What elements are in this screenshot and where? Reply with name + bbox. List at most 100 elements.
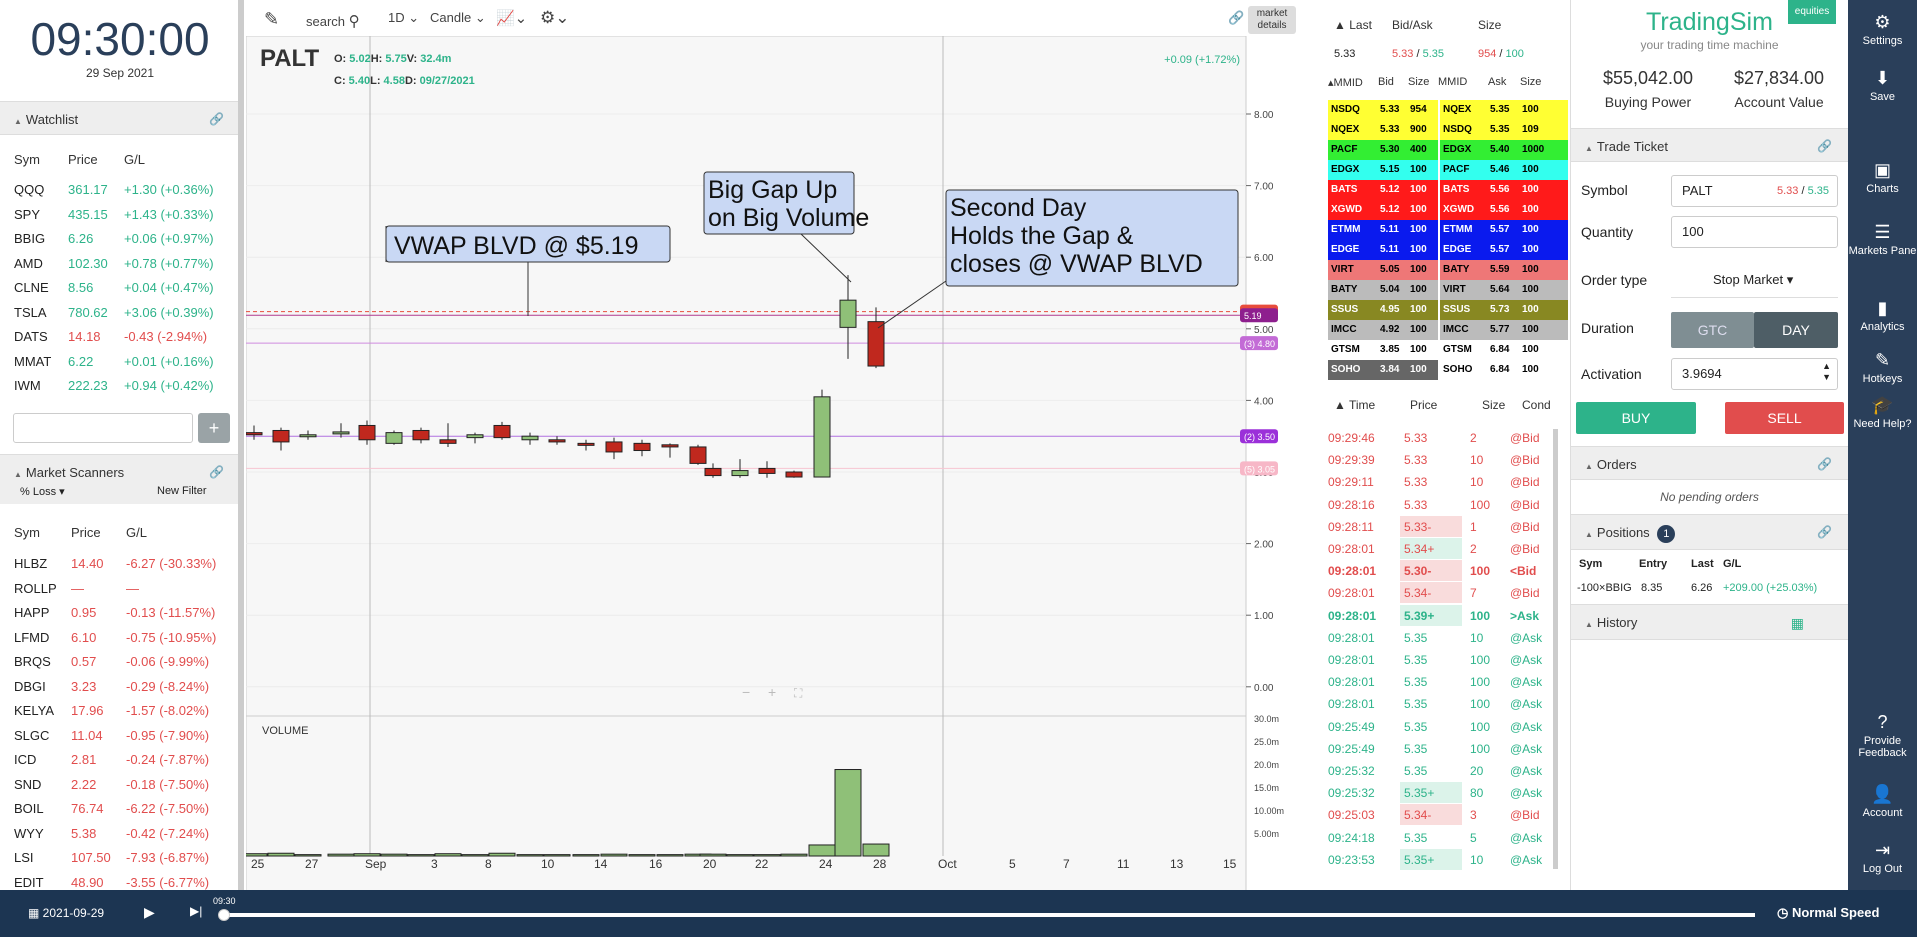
new-filter-button[interactable]: New Filter bbox=[157, 485, 207, 497]
level2-row[interactable]: ETMM 5.11 100 ETMM 5.57 100 bbox=[1328, 220, 1568, 240]
history-chart-icon[interactable]: ▦ bbox=[1790, 615, 1804, 631]
link-icon[interactable]: 🔗 bbox=[1817, 457, 1832, 471]
play-icon[interactable]: ▶ bbox=[144, 904, 155, 920]
step-forward-icon[interactable]: ▶| bbox=[190, 904, 203, 918]
bid-mmid: XGWD bbox=[1331, 204, 1363, 215]
level2-row[interactable]: EDGX 5.15 100 PACF 5.46 100 bbox=[1328, 160, 1568, 180]
nav-graduation[interactable]: 🎓 Need Help? bbox=[1848, 395, 1917, 430]
indicators-icon[interactable]: 📈⌄ bbox=[496, 10, 528, 27]
level2-row[interactable]: IMCC 4.92 100 IMCC 5.77 100 bbox=[1328, 320, 1568, 340]
chart-type-dropdown[interactable]: Candle ⌄ bbox=[430, 10, 486, 25]
orders-header[interactable]: ▲ Orders 🔗 bbox=[1571, 446, 1848, 480]
link-icon[interactable]: 🔗 bbox=[209, 465, 224, 479]
link-icon[interactable]: 🔗 bbox=[209, 112, 224, 126]
nav-bar-chart[interactable]: ▮ Analytics bbox=[1848, 298, 1917, 333]
level2-row[interactable]: EDGE 5.11 100 EDGE 5.57 100 bbox=[1328, 240, 1568, 260]
nav-user[interactable]: 👤 Account bbox=[1848, 784, 1917, 819]
order-type-dropdown[interactable]: Stop Market ▾ bbox=[1713, 272, 1794, 287]
positions-header[interactable]: ▲ Positions 1 🔗 bbox=[1571, 514, 1848, 550]
scanner-row[interactable]: HLBZ 14.40 -6.27 (-30.33%) bbox=[14, 556, 234, 576]
scanner-row[interactable]: DBGI 3.23 -0.29 (-8.24%) bbox=[14, 679, 234, 699]
volume-tick-label: 15.0m bbox=[1254, 783, 1279, 793]
left-scrollbar[interactable] bbox=[238, 0, 244, 890]
activation-field[interactable]: 3.9694 ▲ ▼ bbox=[1671, 358, 1838, 390]
watchlist-header[interactable]: ▲ Watchlist 🔗 bbox=[0, 101, 239, 135]
market-details-button[interactable]: market details bbox=[1248, 6, 1296, 34]
playback-track[interactable] bbox=[222, 913, 1755, 917]
row-gl: -3.55 (-6.77%) bbox=[126, 874, 210, 890]
level2-row[interactable]: VIRT 5.05 100 BATY 5.59 100 bbox=[1328, 260, 1568, 280]
symbol-search[interactable]: search ⚲ bbox=[306, 13, 360, 30]
symbol-field[interactable]: PALT 5.33 / 5.35 bbox=[1671, 175, 1838, 207]
speed-selector[interactable]: ◷ Normal Speed bbox=[1777, 905, 1880, 920]
nav-download[interactable]: ⬇ Save bbox=[1848, 68, 1917, 103]
watchlist-row[interactable]: CLNE 8.56 +0.04 (+0.47%) bbox=[14, 280, 234, 300]
nav-gear[interactable]: ⚙ Settings bbox=[1848, 12, 1917, 47]
scanner-row[interactable]: LFMD 6.10 -0.75 (-10.95%) bbox=[14, 630, 234, 650]
calendar-date[interactable]: ▦ 2021-09-29 bbox=[28, 906, 105, 920]
scanner-row[interactable]: SLGC 11.04 -0.95 (-7.90%) bbox=[14, 728, 234, 748]
watchlist-add-button[interactable]: + bbox=[198, 413, 230, 443]
history-header[interactable]: ▲ History ▦ bbox=[1571, 604, 1848, 640]
tape-row: 09:28:01 5.30- 100 <Bid bbox=[1320, 560, 1552, 582]
scanner-row[interactable]: KELYA 17.96 -1.57 (-8.02%) bbox=[14, 703, 234, 723]
level2-row[interactable]: XGWD 5.12 100 XGWD 5.56 100 bbox=[1328, 200, 1568, 220]
watchlist-row[interactable]: SPY 435.15 +1.43 (+0.33%) bbox=[14, 207, 234, 227]
scanner-row[interactable]: SND 2.22 -0.18 (-7.50%) bbox=[14, 777, 234, 797]
scanner-row[interactable]: HAPP 0.95 -0.13 (-11.57%) bbox=[14, 605, 234, 625]
watchlist-row[interactable]: IWM 222.23 +0.94 (+0.42%) bbox=[14, 378, 234, 398]
level2-row[interactable]: NSDQ 5.33 954 NQEX 5.35 100 bbox=[1328, 100, 1568, 120]
watchlist-row[interactable]: BBIG 6.26 +0.06 (+0.97%) bbox=[14, 231, 234, 251]
level2-row[interactable]: GTSM 3.85 100 GTSM 6.84 100 bbox=[1328, 340, 1568, 360]
scanner-row[interactable]: EDIT 48.90 -3.55 (-6.77%) bbox=[14, 875, 234, 891]
watchlist-row[interactable]: QQQ 361.17 +1.30 (+0.36%) bbox=[14, 182, 234, 202]
link-icon[interactable]: 🔗 bbox=[1817, 139, 1832, 153]
watchlist-row[interactable]: MMAT 6.22 +0.01 (+0.16%) bbox=[14, 354, 234, 374]
scanner-row[interactable]: WYY 5.38 -0.42 (-7.24%) bbox=[14, 826, 234, 846]
pencil-icon[interactable]: ✎ bbox=[264, 9, 280, 29]
tape-scrollbar[interactable] bbox=[1553, 429, 1558, 869]
nav-edit[interactable]: ✎ Hotkeys bbox=[1848, 350, 1917, 385]
tape-row: 09:25:32 5.35+ 80 @Ask bbox=[1320, 782, 1552, 804]
day-toggle[interactable]: DAY bbox=[1754, 312, 1838, 348]
watchlist-row[interactable]: DATS 14.18 -0.43 (-2.94%) bbox=[14, 329, 234, 349]
nav-chart[interactable]: ▣ Charts bbox=[1848, 160, 1917, 195]
price-chart[interactable]: 8.007.006.005.004.003.002.001.000.002527… bbox=[240, 35, 1286, 897]
logout-icon: ⇥ bbox=[1874, 840, 1891, 860]
level2-row[interactable]: PACF 5.30 400 EDGX 5.40 1000 bbox=[1328, 140, 1568, 160]
watchlist-row[interactable]: AMD 102.30 +0.78 (+0.77%) bbox=[14, 256, 234, 276]
chart-area[interactable]: 8.007.006.005.004.003.002.001.000.002527… bbox=[240, 35, 1286, 897]
sell-button[interactable]: SELL bbox=[1725, 402, 1844, 434]
nav-help[interactable]: ? Provide Feedback bbox=[1848, 712, 1917, 759]
level2-row[interactable]: NQEX 5.33 900 NSDQ 5.35 109 bbox=[1328, 120, 1568, 140]
interval-dropdown[interactable]: 1D ⌄ bbox=[388, 10, 420, 25]
row-gl: -0.13 (-11.57%) bbox=[126, 605, 216, 620]
row-gl: -0.29 (-8.24%) bbox=[126, 678, 210, 694]
trade-ticket-header[interactable]: ▲ Trade Ticket 🔗 bbox=[1571, 128, 1848, 162]
level2-row[interactable]: SOHO 3.84 100 SOHO 6.84 100 bbox=[1328, 360, 1568, 380]
quantity-field[interactable]: 100 bbox=[1671, 216, 1838, 248]
scanner-filter-dropdown[interactable]: % Loss ▾ bbox=[20, 486, 65, 498]
watchlist-row[interactable]: TSLA 780.62 +3.06 (+0.39%) bbox=[14, 305, 234, 325]
scanner-row[interactable]: ROLLP — — bbox=[14, 581, 234, 601]
scanner-row[interactable]: LSI 107.50 -7.93 (-6.87%) bbox=[14, 850, 234, 870]
scanner-row[interactable]: BRQS 0.57 -0.06 (-9.99%) bbox=[14, 654, 234, 674]
ohlc-row1: O: 5.02H: 5.75V: 32.4m bbox=[334, 53, 452, 65]
nav-list[interactable]: ☰ Markets Pane bbox=[1848, 222, 1917, 257]
scanner-row[interactable]: ICD 2.81 -0.24 (-7.87%) bbox=[14, 752, 234, 772]
buy-button[interactable]: BUY bbox=[1576, 402, 1696, 434]
level2-row[interactable]: SSUS 4.95 100 SSUS 5.73 100 bbox=[1328, 300, 1568, 320]
scanner-row[interactable]: BOIL 76.74 -6.22 (-7.50%) bbox=[14, 801, 234, 821]
level2-row[interactable]: BATY 5.04 100 VIRT 5.64 100 bbox=[1328, 280, 1568, 300]
price-tick-label: 5.00 bbox=[1254, 325, 1274, 336]
gtc-toggle[interactable]: GTC bbox=[1671, 312, 1754, 348]
volume-tick-label: 10.00m bbox=[1254, 806, 1284, 816]
watchlist-add-input[interactable] bbox=[13, 413, 193, 443]
level2-row[interactable]: BATS 5.12 100 BATS 5.56 100 bbox=[1328, 180, 1568, 200]
tape-cond: <Bid bbox=[1510, 564, 1537, 579]
link-icon[interactable]: 🔗 bbox=[1817, 525, 1832, 539]
playback-knob[interactable] bbox=[218, 909, 230, 921]
settings-icon[interactable]: ⚙⌄ bbox=[540, 8, 570, 27]
link-icon[interactable]: 🔗 bbox=[1228, 10, 1245, 25]
nav-logout[interactable]: ⇥ Log Out bbox=[1848, 840, 1917, 875]
